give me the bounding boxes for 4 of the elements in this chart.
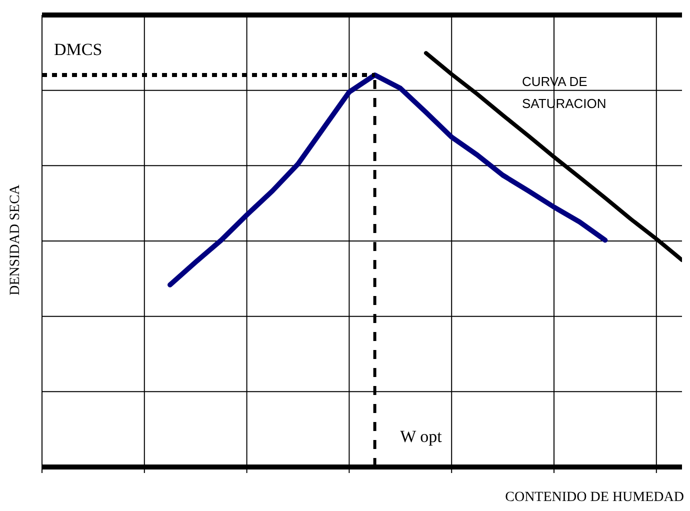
ref-line-label: DMCS [54, 40, 102, 60]
annotation: W opt [400, 427, 442, 446]
y-axis-title: DENSIDAD SECA [8, 184, 24, 296]
x-axis-title: CONTENIDO DE HUMEDAD [505, 490, 684, 506]
